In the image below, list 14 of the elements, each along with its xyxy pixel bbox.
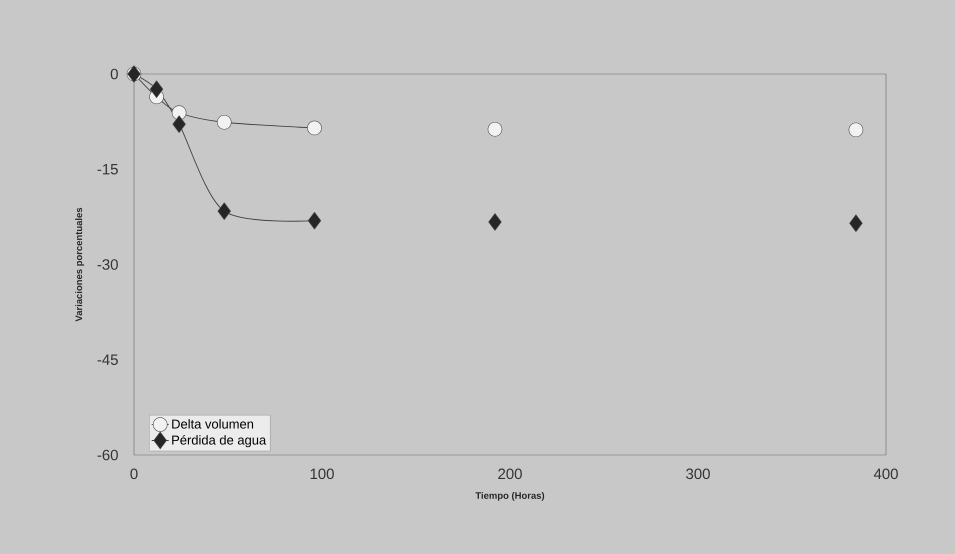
x-tick-label: 200 bbox=[498, 468, 522, 480]
x-tick-label: 300 bbox=[686, 468, 710, 480]
legend-label: Delta volumen bbox=[172, 419, 254, 429]
y-tick-label: 0 bbox=[110, 68, 118, 80]
y-tick-label: -15 bbox=[98, 164, 118, 174]
y-tick-label: -60 bbox=[98, 450, 118, 460]
x-tick-label: 400 bbox=[874, 468, 898, 480]
y-tick-label: -30 bbox=[98, 259, 118, 270]
x-axis-title: Tiempo (Horas) bbox=[475, 492, 544, 501]
y-tick-label: -45 bbox=[98, 354, 118, 365]
x-tick-label: 0 bbox=[130, 468, 138, 480]
legend-label: Pérdida de agua bbox=[172, 434, 266, 448]
y-axis-title: Variaciones porcentuales bbox=[75, 208, 84, 322]
x-tick-label: 100 bbox=[310, 468, 334, 480]
